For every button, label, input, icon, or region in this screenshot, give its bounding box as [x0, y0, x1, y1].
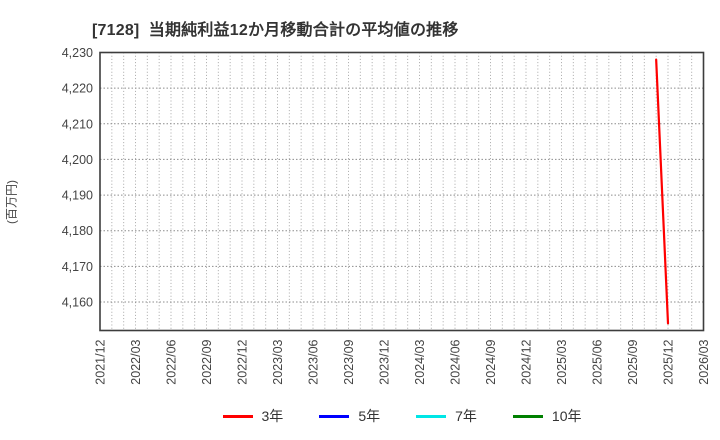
legend-label-7y: 7年	[455, 408, 477, 424]
legend-line-3y-icon	[222, 414, 253, 418]
x-tick-label: 2022/09	[200, 339, 214, 384]
legend-line-7y-icon	[416, 414, 447, 418]
y-tick-label: 4,210	[62, 117, 93, 131]
plot-area: 4,160 4,170 4,180 4,190 4,200 4,210 4,220 4,230…	[62, 46, 711, 385]
x-tick-label: 2025/12	[662, 339, 676, 384]
y-tick-label: 4,200	[62, 153, 93, 167]
x-tick-label: 2024/09	[484, 339, 498, 384]
plot-border	[99, 51, 705, 332]
x-tick-label: 2022/06	[165, 339, 179, 384]
x-tick-label: 2023/09	[342, 339, 356, 384]
series-line-3年	[655, 58, 670, 325]
y-tick-label: 4,170	[62, 260, 93, 274]
x-tick-label: 2026/03	[697, 339, 711, 384]
x-tick-label: 2023/03	[271, 339, 285, 384]
x-tick-label: 2024/12	[520, 339, 534, 384]
x-tick-label: 2024/03	[413, 339, 427, 384]
x-tick-label: 2022/12	[236, 339, 250, 384]
y-tick-label: 4,220	[62, 82, 93, 96]
y-tick-label: 4,190	[62, 189, 93, 203]
legend: 3年 5年 7年 10年	[100, 406, 704, 426]
x-tick-label: 2021/12	[94, 339, 108, 384]
legend-item-10y: 10年	[512, 406, 582, 426]
legend-line-5y-icon	[319, 414, 350, 418]
x-tick-label: 2025/06	[591, 339, 605, 384]
x-tick-label: 2023/06	[307, 339, 321, 384]
legend-item-5y: 5年	[319, 406, 380, 426]
chart-title: [7128] 当期純利益12か月移動合計の平均値の推移	[92, 22, 459, 39]
y-tick-label: 4,230	[62, 46, 93, 60]
legend-item-7y: 7年	[416, 406, 477, 426]
legend-label-3y: 3年	[261, 408, 284, 424]
y-tick-label: 4,160	[62, 295, 93, 309]
legend-item-3y: 3年	[222, 406, 284, 426]
x-tick-label: 2022/03	[129, 339, 143, 384]
legend-label-5y: 5年	[358, 408, 381, 424]
x-tick-label: 2025/03	[555, 339, 569, 384]
legend-line-10y-icon	[512, 414, 543, 418]
x-tick-label: 2023/12	[378, 339, 392, 384]
x-tick-label: 2025/09	[626, 339, 640, 384]
x-tick-label: 2024/06	[449, 339, 463, 384]
y-tick-label: 4,180	[62, 224, 93, 238]
legend-label-10y: 10年	[551, 408, 582, 424]
